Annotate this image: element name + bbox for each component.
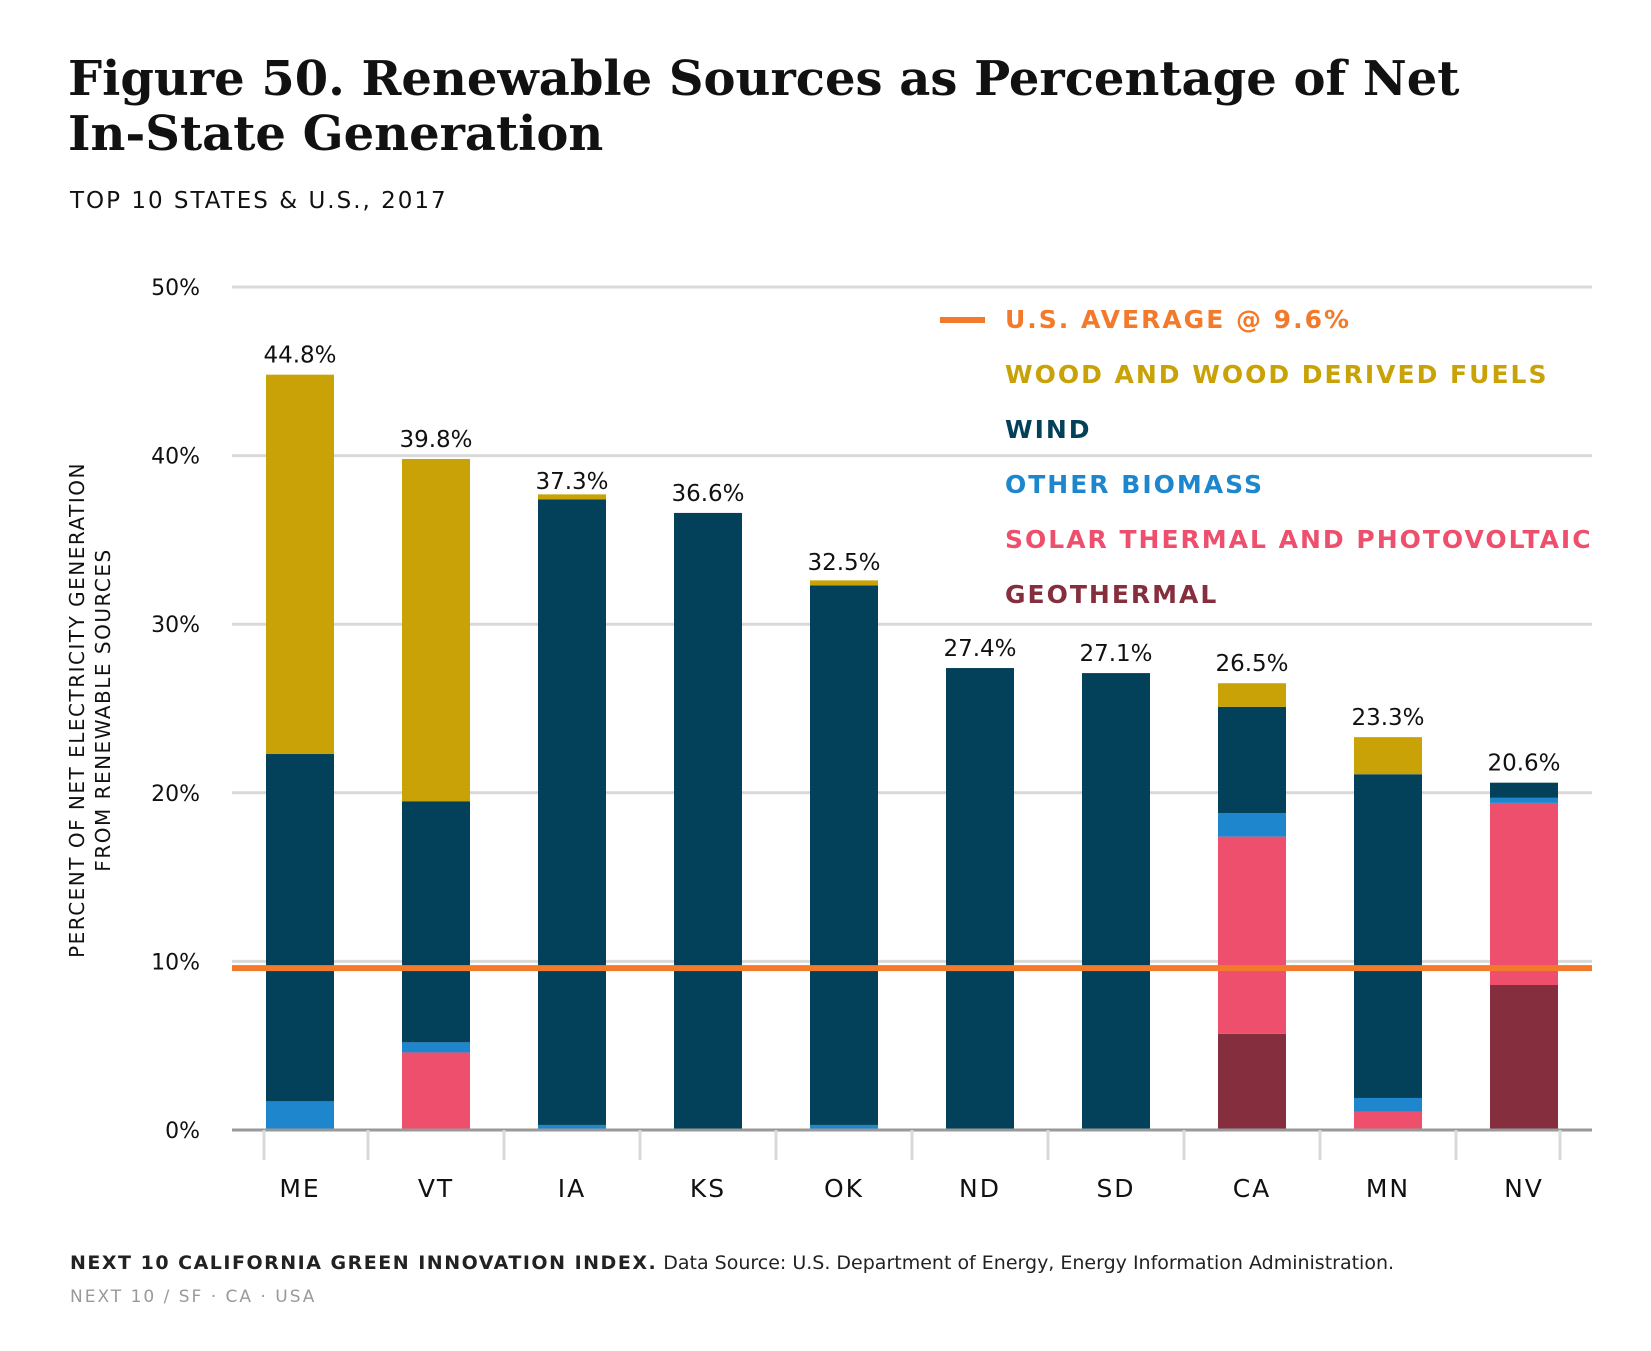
bar-segment-wood (1354, 737, 1422, 775)
bar-segment-solar (402, 1052, 470, 1130)
total-label-ia: 37.3% (535, 469, 608, 495)
x-tick-label-ks: KS (690, 1174, 726, 1203)
bar-segment-wind (1490, 782, 1558, 798)
bar-segment-other-biomass (538, 1124, 606, 1130)
bar-segment-wind (946, 668, 1014, 1130)
total-label-nv: 20.6% (1487, 751, 1560, 777)
y-tick-label: 40% (151, 445, 200, 470)
legend-label-solar: SOLAR THERMAL AND PHOTOVOLTAIC (1005, 525, 1593, 554)
bar-segment-wind (1354, 774, 1422, 1098)
y-tick-label: 50% (151, 276, 200, 301)
bar-segment-other-biomass (1218, 813, 1286, 837)
x-tick-label-nv: NV (1504, 1174, 1544, 1203)
bar-segment-other-biomass (1354, 1097, 1422, 1112)
bar-segment-wind (1082, 673, 1150, 1130)
y-axis-label-line1: PERCENT OF NET ELECTRICITY GENERATION (65, 462, 89, 958)
bar-segment-wind (538, 499, 606, 1125)
x-axis: ME VT IA KS OK ND SD CA MN NV (232, 1128, 1592, 1203)
bar-segment-other-biomass (810, 1124, 878, 1130)
legend-label-wood: WOOD AND WOOD DERIVED FUELS (1005, 360, 1548, 389)
bar-segment-wind (402, 801, 470, 1043)
footer-credit: NEXT 10 / SF · CA · USA (70, 1287, 317, 1307)
total-label-nd: 27.4% (943, 636, 1016, 662)
chart-title-line1: Figure 50. Renewable Sources as Percenta… (68, 51, 1460, 107)
x-tick-label-nd: ND (959, 1174, 1001, 1203)
bar-segment-geothermal (1490, 985, 1558, 1130)
total-label-ks: 36.6% (671, 481, 744, 507)
footer-source-bold: NEXT 10 CALIFORNIA GREEN INNOVATION INDE… (70, 1252, 658, 1274)
total-label-me: 44.8% (263, 343, 336, 369)
y-tick-label: 20% (151, 782, 200, 807)
bar-segment-solar (1490, 802, 1558, 986)
bar-segment-wood (402, 458, 470, 802)
bar-segment-wind (674, 512, 742, 1130)
bar-segment-solar (1218, 836, 1286, 1034)
legend: U.S. AVERAGE @ 9.6% WOOD AND WOOD DERIVED… (940, 305, 1593, 609)
y-tick-label: 30% (151, 613, 200, 638)
bar-segment-other-biomass (1490, 797, 1558, 803)
footer-source: NEXT 10 CALIFORNIA GREEN INNOVATION INDE… (70, 1252, 1394, 1274)
bar-segment-wind (810, 585, 878, 1125)
y-axis-ticks: 0% 10% 20% 30% 40% 50% (151, 276, 200, 1144)
x-tick-label-mn: MN (1366, 1174, 1410, 1203)
bar-segment-geothermal (1218, 1033, 1286, 1130)
chart-subtitle: TOP 10 STATES & U.S., 2017 (70, 188, 448, 214)
x-tick-label-sd: SD (1096, 1174, 1135, 1203)
total-label-ca: 26.5% (1215, 651, 1288, 677)
legend-label-other-biomass: OTHER BIOMASS (1005, 470, 1264, 499)
total-label-sd: 27.1% (1079, 641, 1152, 667)
bar-segment-solar (1354, 1111, 1422, 1130)
x-tick-label-ca: CA (1233, 1174, 1272, 1203)
chart-title-line2: In-State Generation (68, 106, 604, 162)
bars (266, 374, 1558, 1130)
total-labels: 44.8% 39.8% 37.3% 36.6% 32.5% 27.4% 27.1% 26.5%… (263, 343, 1560, 777)
chart-title: Figure 50. Renewable Sources as Percenta… (68, 52, 1518, 162)
y-tick-label: 10% (151, 950, 200, 975)
y-tick-label: 0% (165, 1119, 200, 1144)
bar-segment-other-biomass (266, 1101, 334, 1130)
x-tick-label-ia: IA (558, 1174, 586, 1203)
bar-segment-wood (810, 580, 878, 586)
x-tick-label-me: ME (279, 1174, 320, 1203)
total-label-mn: 23.3% (1351, 705, 1424, 731)
footer-source-text: Data Source: U.S. Department of Energy, … (663, 1252, 1395, 1274)
legend-label-wind: WIND (1005, 415, 1092, 444)
renewables-stacked-bar-chart: 0% 10% 20% 30% 40% 50% ME VT IA KS OK ND SD CA MN NV 4… (65, 276, 1593, 1203)
legend-label-us-average: U.S. AVERAGE @ 9.6% (1005, 305, 1351, 334)
total-label-vt: 39.8% (399, 427, 472, 453)
bar-segment-other-biomass (402, 1042, 470, 1053)
bar-segment-wood (1218, 683, 1286, 707)
bar-segment-wind (1218, 706, 1286, 814)
bar-segment-wood (538, 494, 606, 500)
y-axis-label: PERCENT OF NET ELECTRICITY GENERATION FRO… (65, 462, 115, 958)
bar-segment-wind (266, 754, 334, 1102)
y-axis-label-line2: FROM RENEWABLE SOURCES (91, 548, 115, 871)
total-label-ok: 32.5% (807, 550, 880, 576)
bar-segment-wood (266, 374, 334, 755)
legend-label-geothermal: GEOTHERMAL (1005, 580, 1218, 609)
x-tick-label-ok: OK (824, 1174, 864, 1203)
x-tick-label-vt: VT (418, 1174, 454, 1203)
